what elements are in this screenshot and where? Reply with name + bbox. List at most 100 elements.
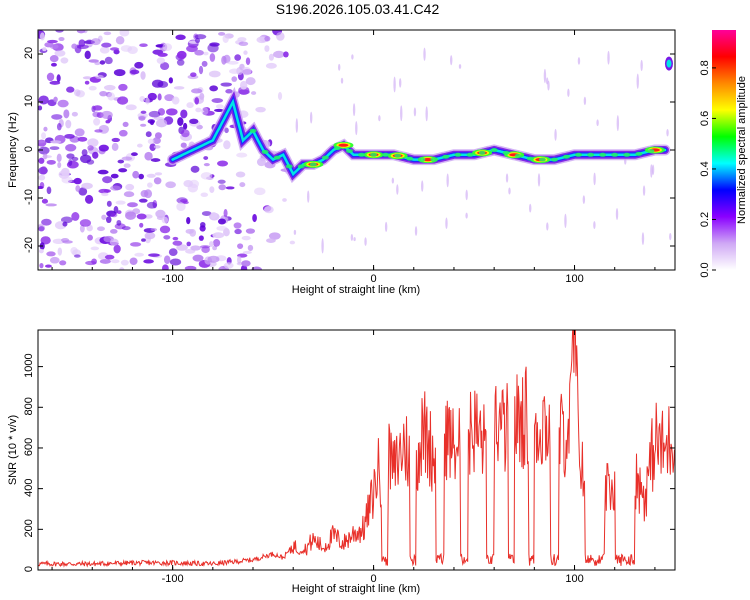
noise-speck bbox=[98, 188, 110, 194]
noise-speck bbox=[282, 198, 287, 202]
noise-speck bbox=[57, 161, 62, 169]
noise-speck bbox=[130, 242, 142, 247]
noise-speck bbox=[62, 221, 68, 227]
noise-speck bbox=[181, 129, 190, 138]
noise-streak bbox=[413, 107, 417, 117]
noise-speck bbox=[140, 110, 147, 114]
noise-speck bbox=[218, 31, 226, 36]
noise-speck bbox=[149, 143, 156, 152]
ridge-blob bbox=[249, 128, 257, 133]
noise-speck bbox=[159, 225, 171, 234]
y-tick-label: 0 bbox=[23, 146, 35, 152]
noise-speck bbox=[231, 76, 238, 82]
noise-speck bbox=[223, 209, 228, 218]
noise-speck bbox=[40, 236, 51, 245]
noise-speck bbox=[176, 202, 186, 211]
snr-x-axis-label: Height of straight line (km) bbox=[292, 583, 420, 595]
noise-streak bbox=[351, 54, 354, 60]
noise-speck bbox=[251, 266, 263, 270]
noise-streak bbox=[567, 88, 570, 97]
noise-speck bbox=[236, 152, 248, 158]
noise-streak bbox=[554, 128, 557, 141]
noise-speck bbox=[91, 258, 97, 265]
noise-speck bbox=[225, 186, 235, 190]
noise-speck bbox=[209, 85, 219, 92]
noise-speck bbox=[84, 50, 91, 60]
noise-streak bbox=[378, 115, 381, 122]
noise-speck bbox=[217, 179, 226, 184]
y-tick-label: -20 bbox=[23, 237, 35, 253]
noise-speck bbox=[76, 44, 89, 50]
x-tick-label: 0 bbox=[371, 273, 377, 285]
y-tick-label: 200 bbox=[23, 519, 35, 537]
ridge-blob bbox=[550, 157, 558, 162]
noise-speck bbox=[163, 235, 171, 240]
noise-streak bbox=[641, 232, 645, 245]
noise-speck bbox=[90, 38, 101, 46]
noise-speck bbox=[238, 86, 250, 95]
noise-speck bbox=[84, 80, 90, 85]
noise-speck bbox=[224, 127, 229, 134]
noise-speck bbox=[125, 183, 135, 191]
noise-speck bbox=[227, 60, 239, 65]
noise-speck bbox=[195, 107, 202, 113]
ridge-blob bbox=[623, 152, 631, 157]
noise-speck bbox=[137, 143, 143, 148]
snr-panel: -100 0 100 0 200 400 600 800 1000 Height of str… bbox=[7, 329, 676, 595]
noise-streak bbox=[465, 189, 468, 201]
noise-streak bbox=[593, 172, 596, 186]
noise-speck bbox=[212, 239, 221, 247]
noise-speck bbox=[46, 159, 56, 165]
noise-speck bbox=[149, 120, 155, 126]
noise-speck bbox=[146, 201, 157, 209]
noise-speck bbox=[268, 232, 281, 240]
ridge-blob bbox=[309, 162, 317, 167]
colorbar-tick-label: 0.4 bbox=[699, 161, 711, 176]
noise-speck bbox=[208, 70, 221, 78]
noise-speck bbox=[65, 143, 77, 152]
noise-speck bbox=[147, 138, 155, 145]
noise-speck bbox=[111, 142, 119, 151]
noise-speck bbox=[46, 186, 52, 195]
noise-streak bbox=[309, 111, 313, 124]
noise-speck bbox=[186, 102, 194, 109]
noise-streak bbox=[666, 128, 669, 137]
noise-speck bbox=[42, 47, 47, 52]
noise-streak bbox=[396, 184, 399, 195]
noise-speck bbox=[164, 94, 175, 102]
noise-speck bbox=[120, 45, 133, 52]
noise-speck bbox=[237, 255, 242, 264]
noise-streak bbox=[615, 207, 619, 221]
noise-speck bbox=[266, 238, 276, 243]
noise-speck bbox=[60, 216, 73, 224]
noise-speck bbox=[176, 50, 187, 60]
noise-speck bbox=[78, 187, 88, 196]
noise-speck bbox=[154, 172, 163, 176]
noise-speck bbox=[63, 109, 70, 119]
noise-speck bbox=[136, 213, 147, 220]
noise-streak bbox=[537, 173, 541, 187]
noise-speck bbox=[180, 142, 187, 148]
noise-streak bbox=[353, 237, 356, 242]
noise-speck bbox=[162, 43, 173, 51]
noise-speck bbox=[88, 59, 100, 63]
noise-speck bbox=[144, 232, 156, 240]
noise-streak bbox=[546, 222, 549, 231]
noise-speck bbox=[235, 171, 246, 178]
noise-speck bbox=[239, 182, 246, 188]
noise-speck bbox=[81, 182, 93, 190]
noise-streak bbox=[508, 187, 511, 195]
noise-speck bbox=[252, 213, 257, 223]
noise-speck bbox=[79, 224, 85, 233]
noise-speck bbox=[172, 236, 179, 241]
noise-speck bbox=[105, 119, 111, 124]
noise-speck bbox=[210, 211, 218, 219]
ridge-blob bbox=[285, 164, 293, 169]
noise-streak bbox=[582, 195, 586, 204]
noise-speck bbox=[289, 240, 296, 245]
ridge-blob bbox=[575, 152, 583, 157]
noise-speck bbox=[148, 110, 161, 118]
noise-speck bbox=[76, 30, 86, 34]
noise-speck bbox=[223, 262, 234, 269]
